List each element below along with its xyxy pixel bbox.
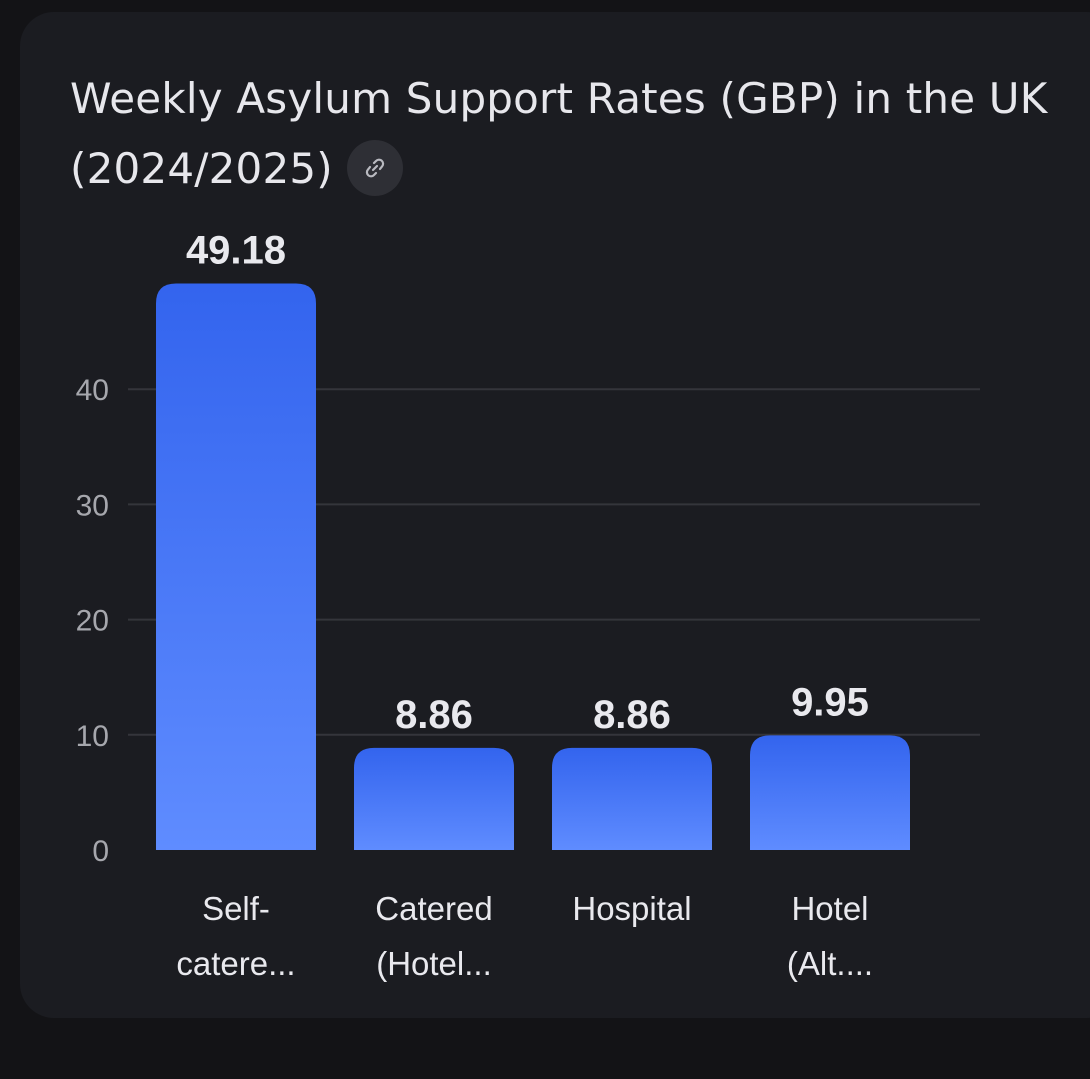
- x-category-label-0: Self-catere...: [176, 890, 295, 982]
- y-tick-label-0: 0: [92, 835, 109, 868]
- bar-value-label-3: 9.95: [791, 680, 869, 724]
- bar-0[interactable]: [156, 283, 316, 850]
- y-tick-label-30: 30: [76, 489, 109, 522]
- chart-title-text: Weekly Asylum Support Rates (GBP) in the…: [70, 74, 1048, 193]
- x-category-label-1: Catered (Hotel...: [375, 890, 492, 982]
- link-icon: [365, 158, 385, 177]
- bar-2[interactable]: [552, 747, 712, 850]
- x-category-label-2: Hospital: [572, 890, 691, 927]
- y-tick-label-40: 40: [76, 374, 109, 407]
- copy-link-button[interactable]: [346, 139, 403, 196]
- x-category-label-3: Hotel (Alt....: [787, 890, 873, 982]
- bar-value-label-2: 8.86: [593, 693, 671, 737]
- chart-title: Weekly Asylum Support Rates (GBP) in the…: [70, 64, 1050, 204]
- y-tick-label-10: 10: [76, 720, 109, 753]
- y-tick-label-20: 20: [76, 605, 109, 638]
- bar-value-label-1: 8.86: [395, 693, 473, 737]
- bar-3[interactable]: [750, 735, 910, 850]
- bar-1[interactable]: [354, 747, 514, 850]
- bar-value-label-0: 49.18: [186, 228, 286, 272]
